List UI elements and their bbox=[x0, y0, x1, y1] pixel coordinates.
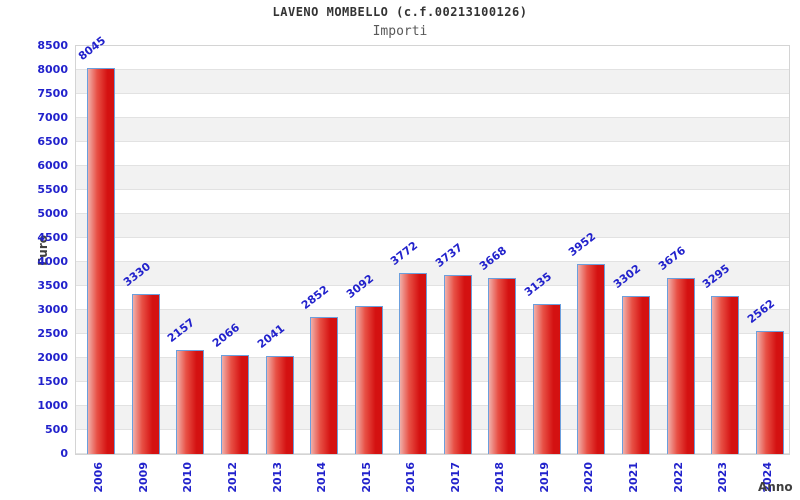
y-tick-label: 8000 bbox=[37, 63, 68, 76]
y-tick-label: 6000 bbox=[37, 159, 68, 172]
x-tick-label: 2023 bbox=[716, 462, 729, 493]
bar-2016 bbox=[399, 273, 427, 454]
x-tick-label: 2015 bbox=[360, 462, 373, 493]
bar-2010 bbox=[176, 350, 204, 454]
y-tick-label: 6500 bbox=[37, 135, 68, 148]
grid-band bbox=[76, 70, 789, 94]
bar-2020 bbox=[577, 264, 605, 454]
bar-2024 bbox=[756, 331, 784, 454]
x-tick-label: 2016 bbox=[404, 462, 417, 493]
grid-band bbox=[76, 142, 789, 166]
bar-2013 bbox=[266, 356, 294, 454]
y-tick-label: 1500 bbox=[37, 375, 68, 388]
y-tick-label: 1000 bbox=[37, 399, 68, 412]
y-tick-label: 8500 bbox=[37, 39, 68, 52]
grid-band bbox=[76, 94, 789, 118]
y-tick-label: 3500 bbox=[37, 279, 68, 292]
grid-band bbox=[76, 214, 789, 238]
grid-band bbox=[76, 46, 789, 70]
plot-area: 8045 3330 2157 2066 2041 2852 3092 3772 3737 3668… bbox=[75, 34, 790, 455]
x-tick-label: 2020 bbox=[582, 462, 595, 493]
grid-band bbox=[76, 118, 789, 142]
y-tick-label: 5500 bbox=[37, 183, 68, 196]
x-tick-label: 2012 bbox=[226, 462, 239, 493]
y-tick-label: 2000 bbox=[37, 351, 68, 364]
chart-title: LAVENO MOMBELLO (c.f.00213100126) bbox=[272, 5, 528, 19]
x-tick-label: 2014 bbox=[315, 462, 328, 493]
grid-band bbox=[76, 190, 789, 214]
bar-2023 bbox=[711, 296, 739, 454]
x-tick-label: 2009 bbox=[137, 462, 150, 493]
x-axis-title: Anno bbox=[758, 480, 793, 494]
x-tick-label: 2010 bbox=[181, 462, 194, 493]
x-tick-label: 2006 bbox=[92, 462, 105, 493]
x-tick-label: 2021 bbox=[627, 462, 640, 493]
y-tick-label: 500 bbox=[45, 423, 68, 436]
bar-2014 bbox=[310, 317, 338, 454]
bar-2018 bbox=[488, 278, 516, 454]
grid-band bbox=[76, 166, 789, 190]
bar-2015 bbox=[355, 306, 383, 454]
x-tick-label: 2018 bbox=[493, 462, 506, 493]
bar-2012 bbox=[221, 355, 249, 454]
chart-subtitle: Importi bbox=[372, 24, 428, 39]
bar-2009 bbox=[132, 294, 160, 454]
bar-2019 bbox=[533, 304, 561, 454]
bar-2021 bbox=[622, 296, 650, 454]
y-tick-label: 4500 bbox=[37, 231, 68, 244]
x-axis-tick-labels: 2006 2009 2010 2012 2013 2014 2015 2016 2017 2018… bbox=[75, 459, 790, 499]
x-tick-label: 2019 bbox=[538, 462, 551, 493]
x-tick-label: 2022 bbox=[672, 462, 685, 493]
y-axis-tick-labels: 0 500 1000 1500 2000 2500 3000 3500 4000 4500 5000… bbox=[0, 39, 68, 460]
y-tick-label: 4000 bbox=[37, 255, 68, 268]
grid-band bbox=[76, 238, 789, 262]
bar-2022 bbox=[667, 278, 695, 454]
y-tick-label: 0 bbox=[60, 447, 68, 460]
x-tick-label: 2013 bbox=[271, 462, 284, 493]
y-tick-label: 2500 bbox=[37, 327, 68, 340]
y-tick-label: 3000 bbox=[37, 303, 68, 316]
y-tick-label: 7500 bbox=[37, 87, 68, 100]
x-tick-label: 2017 bbox=[449, 462, 462, 493]
bar-2017 bbox=[444, 275, 472, 454]
y-tick-label: 7000 bbox=[37, 111, 68, 124]
bar-2006 bbox=[87, 68, 115, 454]
y-tick-label: 5000 bbox=[37, 207, 68, 220]
